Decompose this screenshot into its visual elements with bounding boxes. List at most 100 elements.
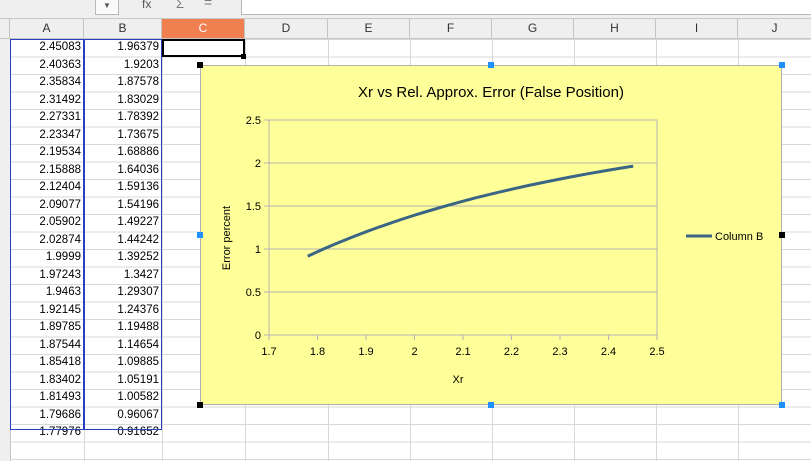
chart-handle-middle-left[interactable] — [197, 232, 203, 238]
y-axis-label: Error percent — [221, 206, 233, 270]
y-tick-label-1: 0.5 — [246, 287, 261, 299]
cell-b2[interactable]: 1.9203 — [123, 58, 159, 71]
column-header-f[interactable]: F — [410, 19, 492, 38]
autofill-handle[interactable] — [241, 54, 246, 59]
y-tick-label-3: 1.5 — [246, 201, 261, 213]
select-all-corner[interactable] — [0, 19, 10, 38]
chart-handle-top-left[interactable] — [197, 62, 203, 68]
chart-handle-middle-right[interactable] — [779, 232, 785, 238]
cell-b9[interactable]: 1.59136 — [117, 181, 159, 193]
cell-a22[interactable]: 1.79686 — [39, 408, 81, 421]
y-tick-label-2: 1 — [255, 244, 261, 256]
gridline — [162, 39, 163, 461]
equals-icon[interactable]: = — [204, 0, 213, 10]
cell-b21[interactable]: 1.00582 — [117, 391, 159, 403]
cell-b22[interactable]: 0.96067 — [117, 408, 159, 421]
y-tick-label-0: 0 — [255, 330, 261, 342]
x-axis-label: Xr — [453, 374, 464, 386]
cell-b13[interactable]: 1.39252 — [117, 251, 159, 263]
x-tick-label-3: 2 — [411, 346, 417, 358]
x-axis-ticks: 1.7 1.8 1.9 2 2.1 2.2 2.3 2.4 2.5 — [261, 335, 665, 358]
column-header-g[interactable]: G — [492, 19, 574, 38]
cell-a16[interactable]: 1.92145 — [39, 303, 81, 316]
cell-a18[interactable]: 1.87544 — [39, 338, 81, 351]
x-tick-label-0: 1.7 — [261, 346, 276, 358]
cell-b17[interactable]: 1.19488 — [117, 321, 159, 333]
cell-a2[interactable]: 2.40363 — [39, 58, 81, 71]
cell-a11[interactable]: 2.05902 — [39, 216, 81, 228]
cell-a20[interactable]: 1.83402 — [39, 373, 81, 386]
chart-handle-top-center[interactable] — [488, 62, 494, 68]
column-header-d[interactable]: D — [245, 19, 328, 38]
x-tick-label-5: 2.2 — [504, 346, 519, 358]
cell-b15[interactable]: 1.29307 — [117, 286, 159, 298]
column-header-h[interactable]: H — [574, 19, 656, 38]
cell-b14[interactable]: 1.3427 — [123, 268, 159, 281]
cell-a10[interactable]: 2.09077 — [39, 198, 81, 211]
cell-b1[interactable]: 1.96379 — [117, 41, 159, 53]
chart-handle-bottom-center[interactable] — [488, 402, 494, 408]
cell-a6[interactable]: 2.23347 — [39, 128, 81, 141]
y-axis-ticks: 0 0.5 1 1.5 2 2.5 — [246, 115, 269, 342]
column-header-c[interactable]: C — [162, 19, 245, 38]
cell-a15[interactable]: 1.9463 — [45, 286, 81, 298]
chart-frame[interactable] — [200, 65, 782, 405]
cell-a5[interactable]: 2.27331 — [39, 111, 81, 123]
cell-a8[interactable]: 2.15888 — [39, 163, 81, 176]
formula-input[interactable] — [241, 0, 811, 15]
column-header-i[interactable]: I — [656, 19, 738, 38]
cell-a7[interactable]: 2.19534 — [39, 146, 81, 158]
sum-icon[interactable]: Σ — [176, 0, 185, 11]
active-cell-c1[interactable] — [162, 39, 245, 57]
cell-a17[interactable]: 1.89785 — [39, 321, 81, 333]
selected-range-column-b — [84, 39, 162, 430]
chart-handle-bottom-left[interactable] — [197, 402, 203, 408]
series-line-0 — [307, 164, 634, 258]
cell-b7[interactable]: 1.68886 — [117, 146, 159, 158]
cell-b12[interactable]: 1.44242 — [117, 233, 159, 246]
cell-b11[interactable]: 1.49227 — [117, 216, 159, 228]
chart-handle-top-right[interactable] — [779, 62, 785, 68]
series-layer — [307, 164, 634, 258]
cell-b5[interactable]: 1.78392 — [117, 111, 159, 123]
x-tick-label-8: 2.5 — [649, 346, 664, 358]
cell-a3[interactable]: 2.35834 — [39, 76, 81, 88]
cell-a13[interactable]: 1.9999 — [45, 251, 81, 263]
chart-svg: Xr vs Rel. Approx. Error (False Position… — [221, 84, 763, 386]
x-tick-label-4: 2.1 — [455, 346, 470, 358]
cell-b3[interactable]: 1.87578 — [117, 76, 159, 88]
column-header-b[interactable]: B — [84, 19, 162, 38]
function-wizard-icon[interactable]: fx — [142, 0, 152, 11]
cell-a12[interactable]: 2.02874 — [39, 233, 81, 246]
column-header-e[interactable]: E — [328, 19, 410, 38]
cell-b19[interactable]: 1.09885 — [117, 356, 159, 368]
x-tick-label-6: 2.3 — [552, 346, 567, 358]
cell-b18[interactable]: 1.14654 — [117, 338, 159, 351]
column-header-j[interactable]: J — [771, 21, 778, 35]
selected-range-column-a — [10, 39, 84, 430]
chevron-down-icon[interactable]: ▼ — [95, 0, 119, 15]
cell-a1[interactable]: 2.45083 — [39, 41, 81, 53]
chart-title: Xr vs Rel. Approx. Error (False Position… — [358, 84, 624, 101]
cell-a9[interactable]: 2.12404 — [39, 181, 81, 193]
x-tick-label-7: 2.4 — [601, 346, 616, 358]
y-tick-label-5: 2.5 — [246, 115, 261, 127]
chart-gridlines — [269, 119, 657, 336]
cell-a14[interactable]: 1.97243 — [39, 268, 81, 281]
cell-b8[interactable]: 1.64036 — [117, 163, 159, 176]
chart-handle-bottom-right[interactable] — [779, 402, 785, 408]
x-tick-label-1: 1.8 — [310, 346, 325, 358]
cell-a4[interactable]: 2.31492 — [39, 93, 81, 106]
column-header-row: A B C D E F G H I J — [0, 19, 811, 39]
column-header-a[interactable]: A — [10, 19, 84, 38]
cell-a21[interactable]: 1.81493 — [39, 391, 81, 403]
cell-b6[interactable]: 1.73675 — [117, 128, 159, 141]
formula-bar: ▼ fx Σ = — [0, 0, 811, 19]
cell-b16[interactable]: 1.24376 — [117, 303, 159, 316]
cell-a19[interactable]: 1.85418 — [39, 356, 81, 368]
cell-b10[interactable]: 1.54196 — [117, 198, 159, 211]
legend-entry-column-b: Column B — [715, 231, 763, 243]
cell-b20[interactable]: 1.05191 — [117, 373, 159, 386]
plot-area — [268, 119, 658, 336]
cell-b4[interactable]: 1.83029 — [117, 93, 159, 106]
